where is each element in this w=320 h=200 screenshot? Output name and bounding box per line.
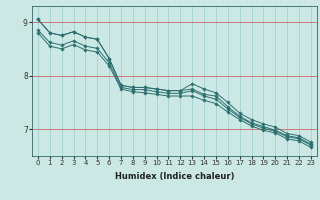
X-axis label: Humidex (Indice chaleur): Humidex (Indice chaleur): [115, 172, 234, 181]
